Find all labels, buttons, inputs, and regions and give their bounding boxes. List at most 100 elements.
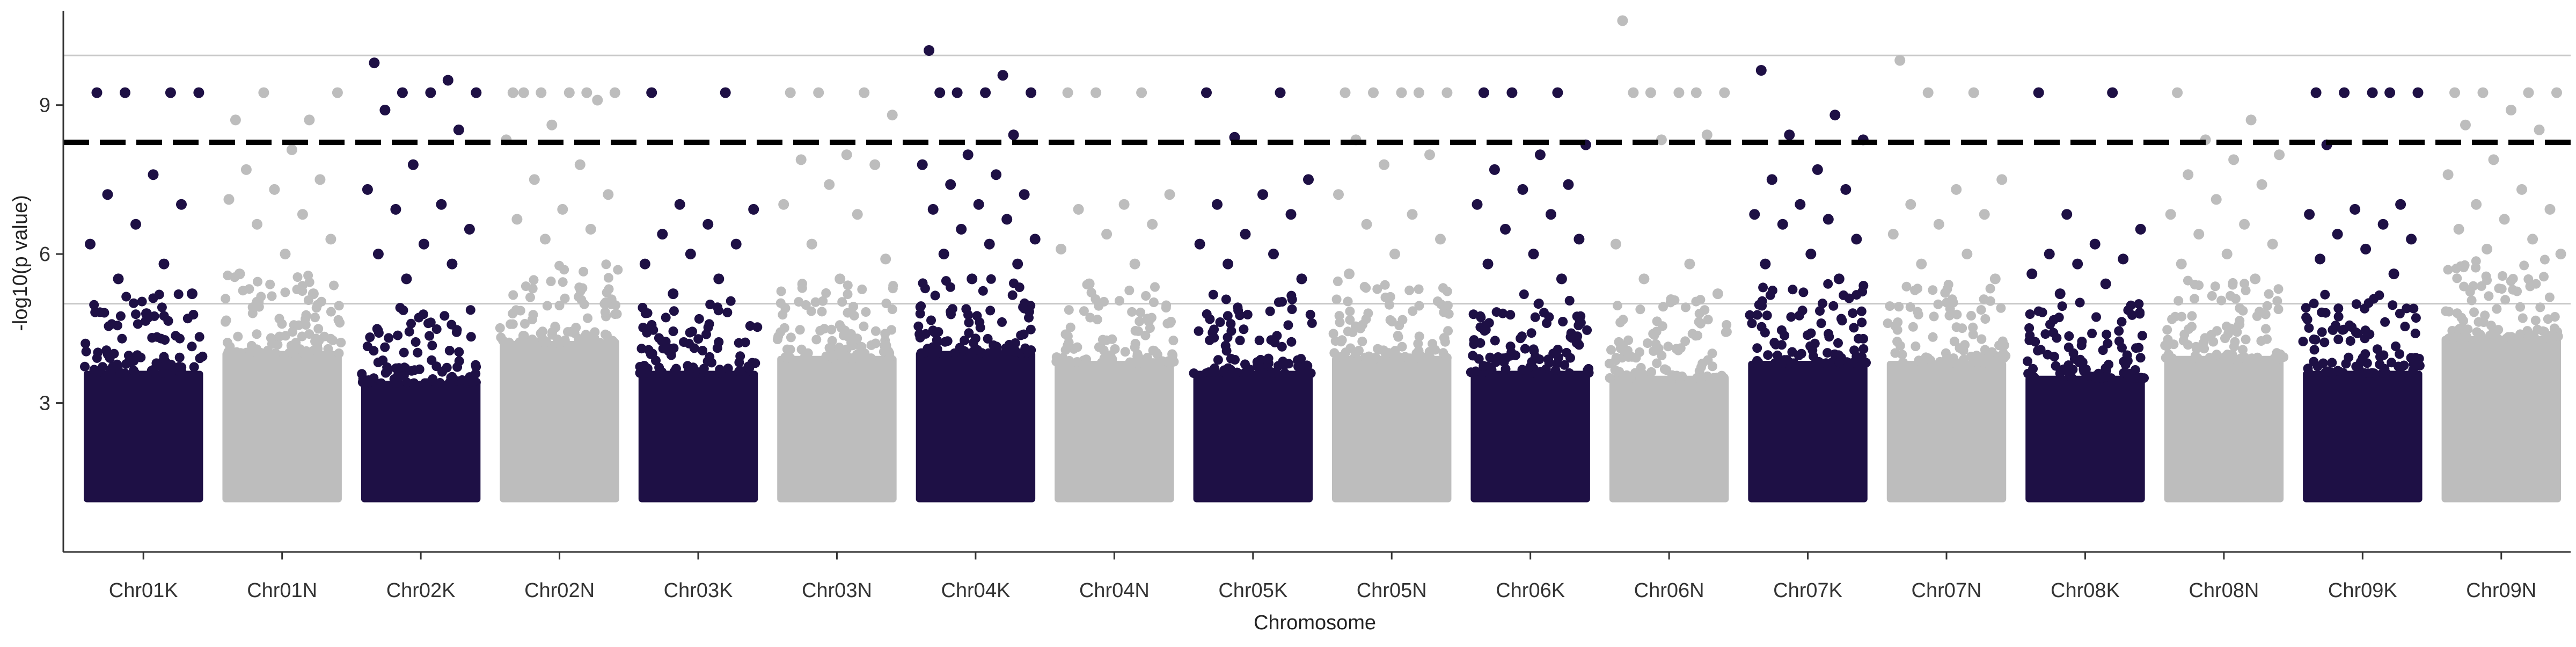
data-point bbox=[972, 311, 982, 321]
data-point bbox=[1810, 338, 1820, 348]
data-point bbox=[1951, 184, 1962, 195]
data-point bbox=[362, 184, 373, 195]
data-point bbox=[2465, 287, 2475, 297]
data-point bbox=[837, 297, 847, 307]
data-point bbox=[1097, 335, 1108, 345]
data-point bbox=[1305, 309, 1315, 319]
data-point bbox=[2508, 274, 2518, 283]
data-point bbox=[2077, 357, 2088, 367]
data-point bbox=[613, 265, 623, 275]
data-point bbox=[1765, 290, 1775, 300]
data-point bbox=[281, 331, 291, 341]
data-point bbox=[1815, 306, 1825, 316]
data-point bbox=[425, 331, 435, 341]
data-point bbox=[2523, 87, 2534, 98]
data-point bbox=[1148, 297, 1159, 307]
data-point bbox=[1441, 353, 1452, 363]
x-tick-label: Chr01K bbox=[109, 579, 178, 602]
data-point bbox=[336, 338, 346, 347]
data-point bbox=[916, 348, 926, 358]
data-point bbox=[829, 350, 839, 360]
data-point bbox=[538, 326, 547, 337]
data-point bbox=[2033, 87, 2044, 98]
data-point bbox=[542, 301, 552, 311]
data-point bbox=[2375, 351, 2385, 361]
data-point bbox=[609, 87, 620, 98]
data-point bbox=[1357, 336, 1367, 346]
data-point bbox=[301, 320, 311, 330]
data-point bbox=[519, 331, 529, 341]
data-point bbox=[2519, 260, 2529, 271]
data-point bbox=[550, 322, 560, 332]
data-point bbox=[93, 347, 103, 358]
data-point bbox=[574, 333, 584, 344]
data-point bbox=[223, 347, 233, 357]
data-point bbox=[2298, 337, 2308, 346]
data-point bbox=[1063, 340, 1073, 351]
data-point bbox=[1893, 317, 1903, 328]
data-point bbox=[1414, 301, 1424, 311]
data-point bbox=[668, 326, 678, 336]
data-point bbox=[2360, 349, 2370, 359]
data-point bbox=[2192, 353, 2202, 363]
data-point bbox=[1839, 290, 1849, 300]
data-point bbox=[165, 87, 176, 98]
data-point bbox=[1784, 129, 1795, 141]
data-point bbox=[131, 309, 141, 319]
data-point bbox=[1469, 335, 1479, 345]
data-point bbox=[1361, 283, 1371, 293]
data-point bbox=[2540, 255, 2550, 265]
data-point bbox=[263, 345, 273, 355]
data-point bbox=[2068, 348, 2079, 358]
data-point bbox=[952, 87, 963, 98]
data-point bbox=[379, 105, 391, 115]
data-point bbox=[2458, 316, 2469, 326]
data-point bbox=[1694, 317, 1704, 327]
data-point bbox=[1672, 370, 1682, 381]
data-point bbox=[1823, 279, 1833, 289]
data-point bbox=[818, 296, 828, 306]
data-point bbox=[1652, 358, 1662, 368]
data-point bbox=[401, 273, 412, 285]
data-point bbox=[723, 364, 733, 374]
data-point bbox=[869, 159, 881, 170]
data-point bbox=[600, 307, 610, 317]
data-point bbox=[413, 347, 423, 358]
data-point bbox=[1966, 311, 1976, 321]
data-point bbox=[1684, 258, 1695, 270]
data-point bbox=[223, 194, 235, 205]
data-point bbox=[560, 293, 570, 303]
chromosome-points-Chr03N bbox=[772, 87, 898, 503]
data-point bbox=[2033, 306, 2044, 316]
data-point bbox=[1973, 358, 1983, 368]
data-point bbox=[1968, 330, 1978, 339]
data-point bbox=[1722, 320, 1732, 330]
data-point bbox=[1584, 368, 1594, 378]
data-point bbox=[2183, 169, 2194, 180]
data-point bbox=[930, 290, 940, 301]
data-point bbox=[1129, 258, 1140, 270]
data-point bbox=[1979, 294, 1989, 304]
data-point bbox=[454, 347, 464, 357]
data-point bbox=[1480, 321, 1490, 331]
data-point bbox=[2339, 87, 2350, 98]
data-point bbox=[2304, 209, 2315, 220]
data-point bbox=[230, 114, 241, 126]
data-point bbox=[1212, 199, 1223, 210]
data-point bbox=[2136, 373, 2146, 383]
chromosome-points-Chr01K bbox=[80, 87, 208, 503]
data-point bbox=[1858, 344, 1869, 354]
data-point bbox=[928, 348, 939, 359]
data-point bbox=[599, 299, 610, 309]
data-point bbox=[1164, 189, 1175, 200]
data-point bbox=[1397, 315, 1408, 325]
x-tick-label: Chr05K bbox=[1218, 579, 1287, 602]
data-point bbox=[101, 345, 112, 355]
data-point bbox=[2523, 274, 2534, 284]
data-point bbox=[1606, 345, 1616, 355]
data-point bbox=[1762, 310, 1772, 321]
data-point bbox=[2395, 349, 2405, 359]
data-point bbox=[147, 333, 157, 343]
data-point bbox=[397, 87, 408, 98]
data-point bbox=[1701, 129, 1713, 141]
